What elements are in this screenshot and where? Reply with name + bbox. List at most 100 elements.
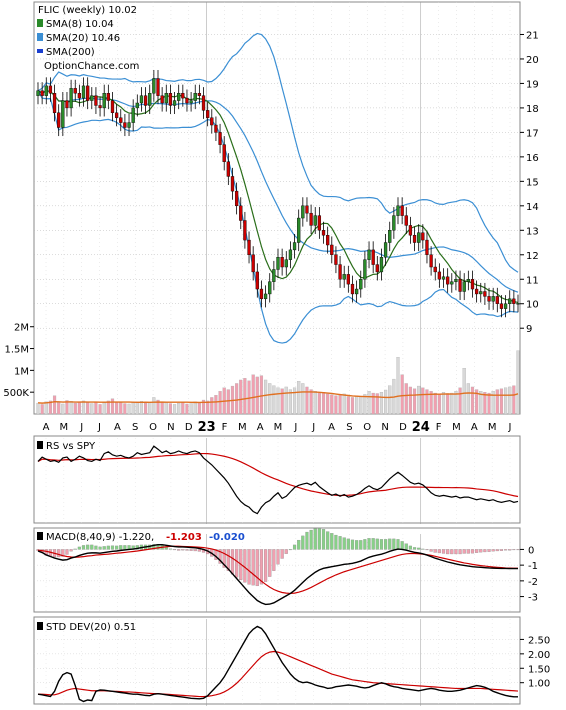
- candle-body: [396, 205, 400, 216]
- volume-bar: [408, 386, 412, 415]
- volume-bar: [441, 392, 446, 415]
- candle-body: [288, 249, 293, 260]
- candle-body: [317, 215, 322, 231]
- volume-bar: [243, 378, 247, 415]
- volume-bar: [214, 395, 218, 415]
- macd-histogram-bar: [288, 549, 292, 551]
- month-label: S: [346, 422, 352, 433]
- macd-histogram-bar: [466, 549, 470, 554]
- macd-histogram-bar: [491, 549, 495, 552]
- candle-body: [160, 95, 164, 104]
- month-label: M: [238, 422, 247, 433]
- volume-bar: [81, 400, 86, 415]
- month-label: D: [399, 422, 407, 433]
- candle-body: [263, 293, 268, 300]
- macd-histogram-bar: [77, 546, 81, 550]
- candle-body: [106, 93, 110, 101]
- rs-legend-swatch: [37, 441, 43, 449]
- volume-bar: [317, 392, 321, 415]
- macd-histogram-bar: [193, 549, 197, 552]
- macd-histogram-bar: [94, 545, 98, 550]
- price-tick-label: 9: [526, 324, 532, 335]
- volume-bar: [437, 393, 441, 415]
- macd-histogram-bar: [297, 539, 301, 550]
- volume-bar: [172, 404, 177, 415]
- macd-histogram-bar: [57, 549, 61, 558]
- candle-body: [172, 100, 177, 106]
- volume-bar: [98, 404, 102, 415]
- volume-bar: [164, 401, 168, 415]
- candle-body: [69, 88, 73, 109]
- volume-bar: [313, 391, 317, 415]
- macd-histogram-bar: [284, 549, 288, 554]
- candle-body: [346, 274, 350, 285]
- macd-histogram-bar: [470, 549, 475, 554]
- std-tick-label: 1.50: [528, 664, 550, 675]
- candle-body: [127, 122, 131, 128]
- volume-bar: [185, 403, 189, 415]
- candle-body: [479, 291, 483, 295]
- volume-bar: [309, 389, 313, 415]
- macd-histogram-bar: [446, 549, 450, 555]
- volume-tick-label: 1.5M: [4, 345, 29, 356]
- macd-histogram-bar: [181, 549, 185, 551]
- volume-axis: 500K 1M 1.5M 2M: [3, 323, 34, 399]
- month-label: A: [471, 422, 478, 433]
- volume-bar: [148, 402, 152, 415]
- candle-body: [77, 93, 82, 99]
- macd-histogram-bar: [81, 545, 86, 550]
- month-label: A: [114, 422, 121, 433]
- candle-body: [313, 215, 317, 226]
- macd-histogram-bar: [346, 538, 350, 550]
- macd-label: MACD(8,40,9) -1.220,: [46, 532, 154, 543]
- macd-histogram-bar: [226, 549, 230, 571]
- macd-histogram-bar: [255, 549, 259, 587]
- macd-tick-label: -3: [528, 593, 538, 604]
- macd-histogram-bar: [164, 547, 168, 550]
- candle-body: [156, 78, 160, 96]
- macd-histogram-bar: [433, 549, 437, 553]
- volume-bar: [276, 387, 280, 415]
- month-label: A: [257, 422, 264, 433]
- candle-body: [247, 239, 251, 255]
- price-grid: [34, 2, 520, 414]
- volume-bar: [359, 396, 363, 415]
- price-tick-label: 19: [526, 79, 539, 90]
- macd-histogram-bar: [110, 545, 115, 550]
- candle-body: [143, 95, 148, 106]
- candle-body: [499, 303, 504, 309]
- month-label: O: [363, 422, 371, 433]
- month-label: D: [185, 422, 193, 433]
- candle-body: [417, 232, 421, 243]
- x-axis: A M J J A S O N D 23 F M A M J J A S O N D 24 F M A M J: [43, 420, 512, 435]
- macd-tick-label: -1: [528, 561, 538, 572]
- std-legend-swatch: [37, 622, 43, 630]
- candle-body: [350, 283, 355, 295]
- volume-bar: [181, 402, 185, 415]
- volume-bar: [168, 403, 172, 415]
- candle-body: [388, 230, 392, 243]
- candle-body: [371, 249, 375, 265]
- month-label: J: [311, 422, 315, 433]
- candle-body: [131, 107, 135, 123]
- volume-bar: [462, 368, 466, 415]
- month-label: M: [274, 422, 283, 433]
- candle-body: [48, 85, 53, 94]
- std-lines: [37, 625, 519, 703]
- volume-bar: [384, 389, 388, 415]
- std-panel: 2.50 2.00 1.50 1.00 STD DEV(20) 0.51: [33, 616, 550, 706]
- candle-body: [201, 95, 206, 111]
- volume-bar: [483, 392, 487, 415]
- month-label: A: [328, 422, 335, 433]
- legend-sma8: SMA(8) 10.04: [46, 19, 114, 30]
- macd-histogram-bar: [404, 543, 408, 550]
- std-tick-label: 1.00: [528, 679, 550, 690]
- volume-bar: [272, 385, 276, 415]
- volume-bar: [77, 402, 81, 415]
- macd-histogram-bar: [98, 546, 102, 550]
- candle-body: [487, 296, 491, 302]
- volume-bar: [226, 389, 230, 415]
- candle-body: [148, 93, 152, 106]
- price-panel: 9 10 11 12 13 14 15 16 17 18 19 20 21 500K 1M 1.5M 2M A…: [3, 1, 539, 435]
- macd-histogram-bar: [508, 549, 512, 551]
